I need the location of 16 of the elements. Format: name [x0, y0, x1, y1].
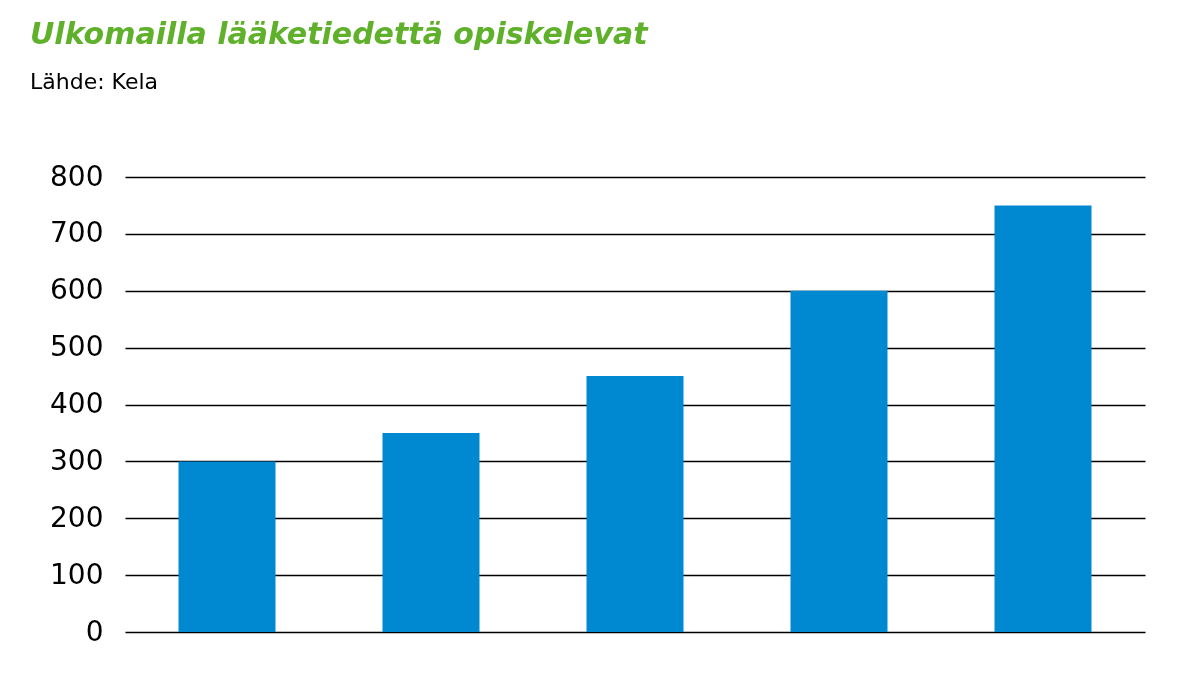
y-tick-label: 0 [85, 614, 104, 648]
y-tick-label: 200 [50, 500, 104, 534]
chart-title: Ulkomailla lääketiedettä opiskelevat [30, 16, 650, 51]
y-tick-label: 100 [50, 557, 104, 591]
bar [994, 205, 1092, 632]
bar [382, 432, 480, 632]
y-tick-label: 400 [50, 387, 104, 420]
chart-subtitle: Lähde: Kela [30, 69, 159, 94]
bar [178, 461, 276, 632]
y-tick-label: 300 [50, 443, 104, 477]
y-tick-label: 500 [50, 330, 104, 364]
bar [790, 290, 888, 632]
y-tick-label: 700 [50, 216, 104, 250]
y-tick-label: 600 [50, 273, 104, 307]
bar [586, 376, 684, 632]
y-tick-label: 800 [50, 159, 104, 193]
